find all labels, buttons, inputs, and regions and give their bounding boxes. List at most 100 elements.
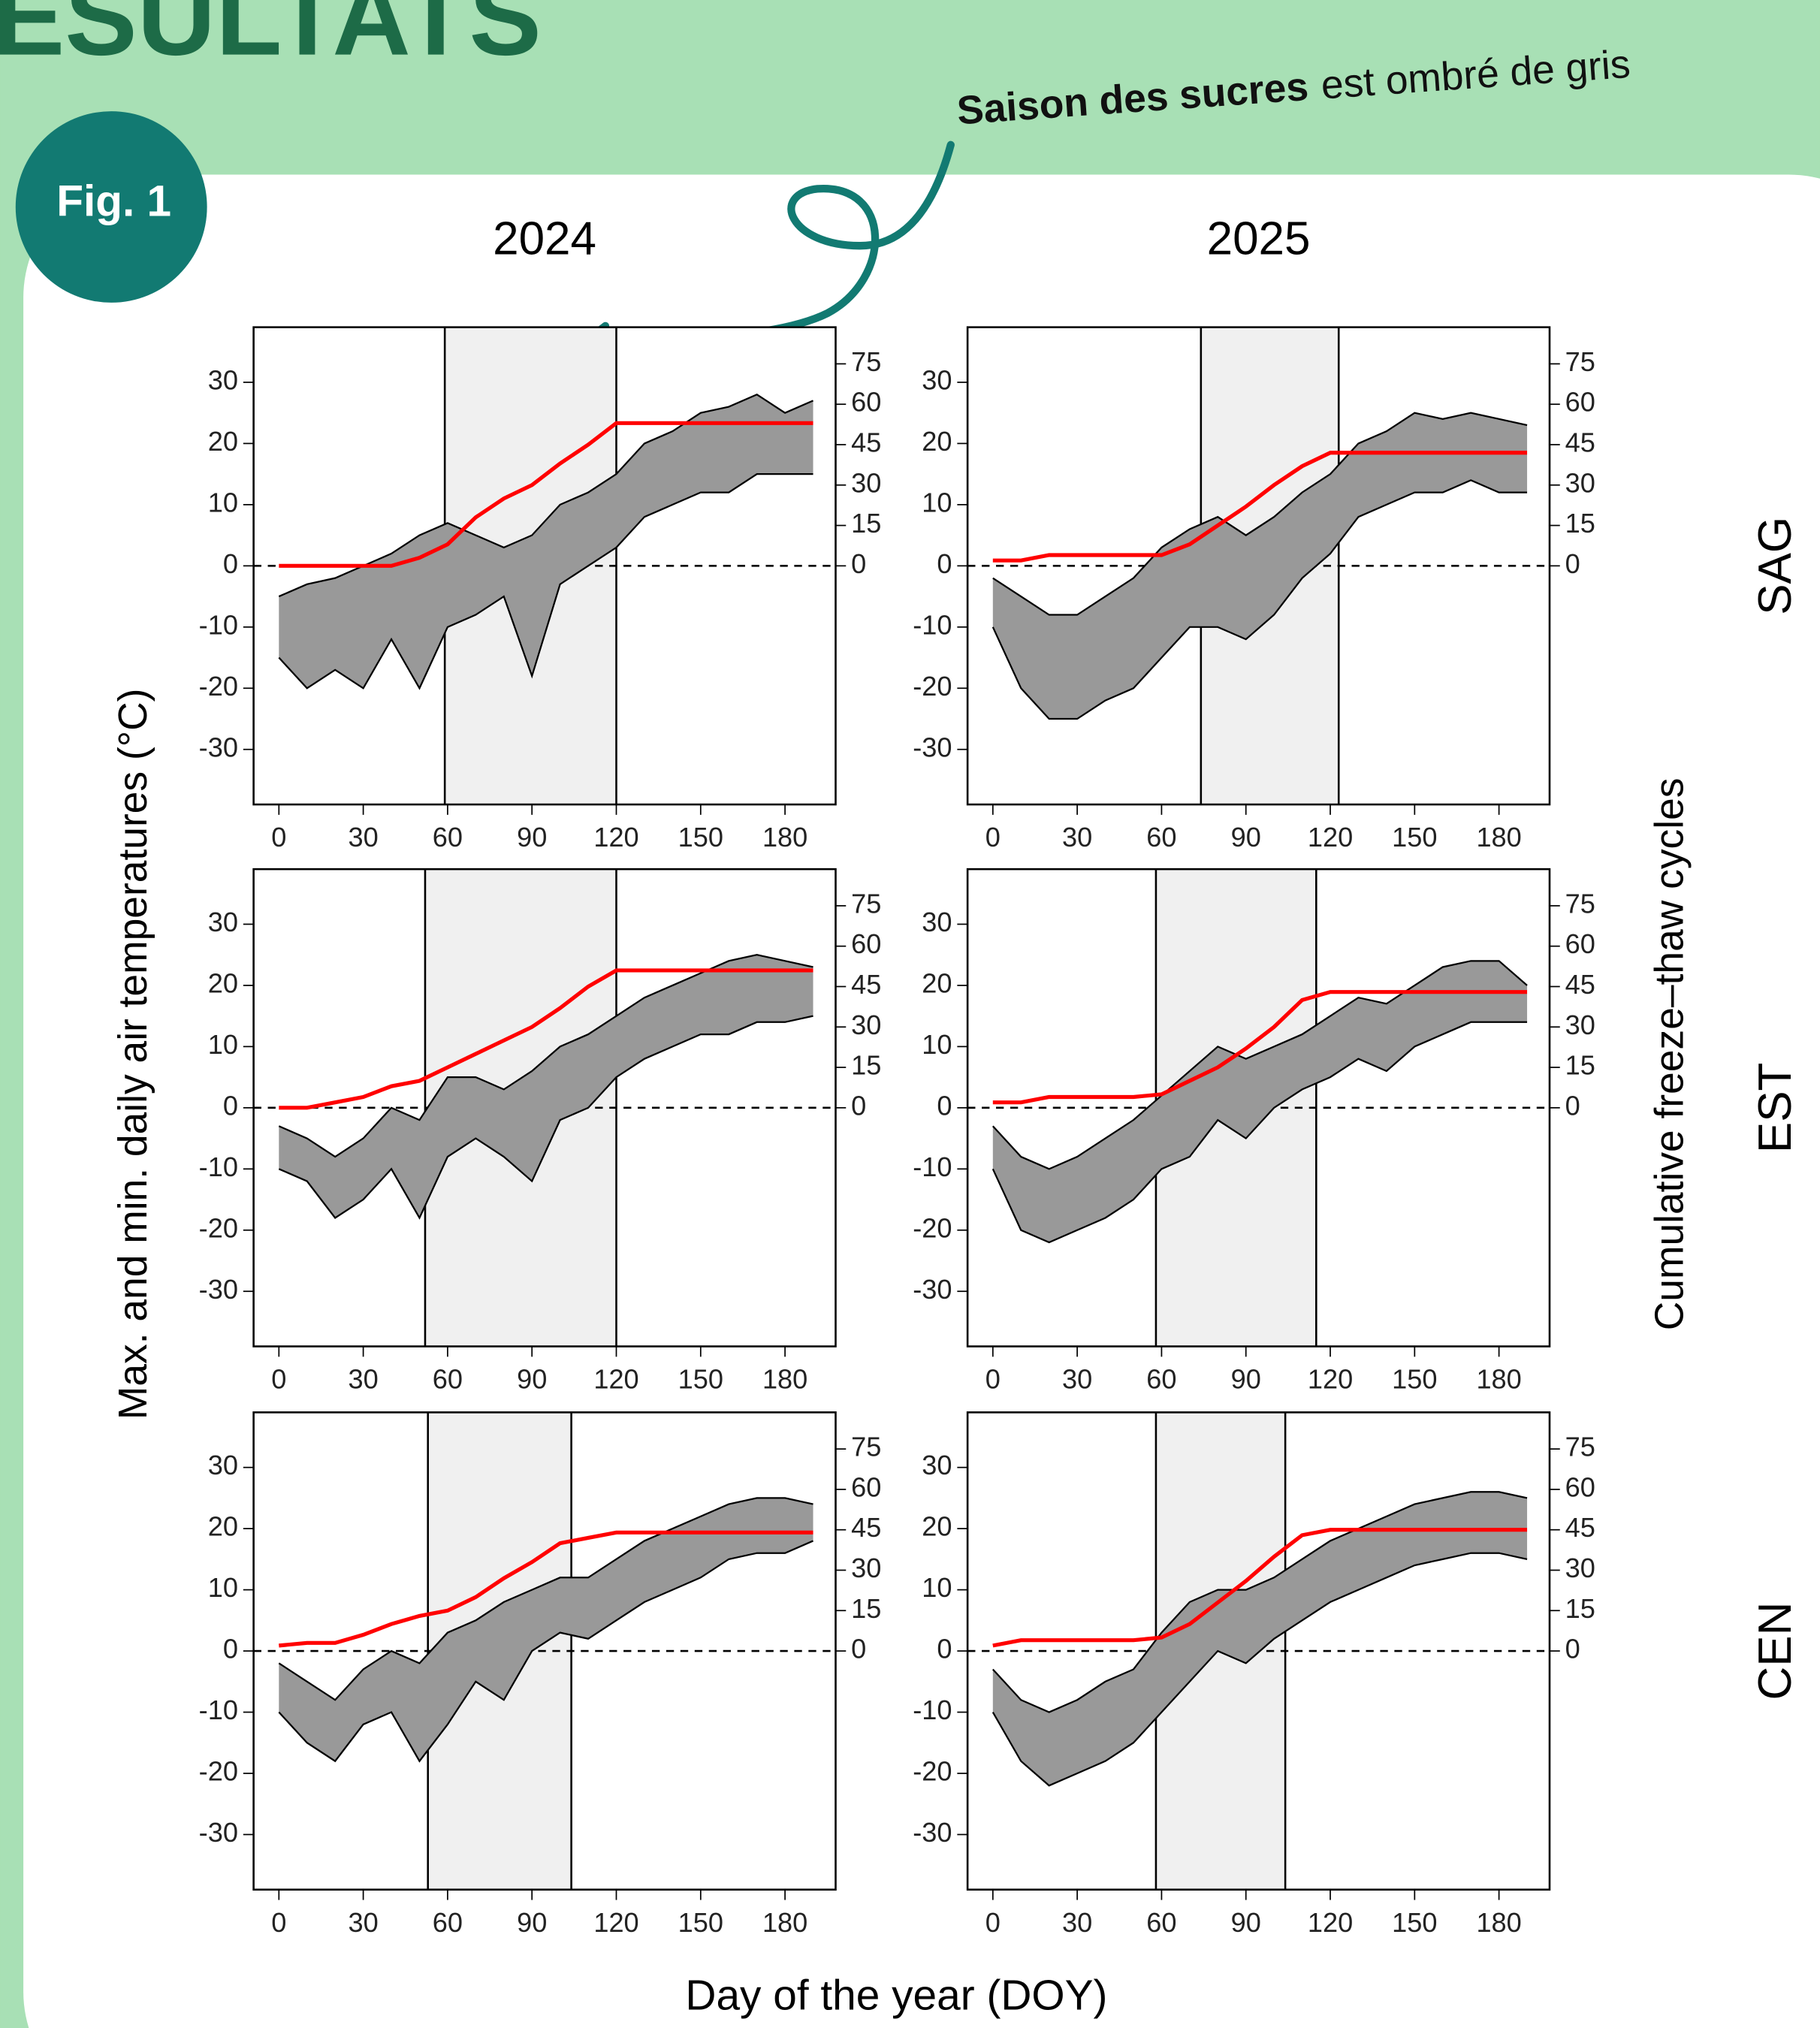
x-tick-label: 150: [1392, 1364, 1437, 1395]
y-tick-label: -20: [199, 1212, 238, 1243]
x-tick-label: 90: [517, 1907, 547, 1938]
x-tick-label: 180: [1476, 822, 1521, 853]
x-tick-label: 120: [593, 1907, 638, 1938]
y-tick-label: 0: [937, 548, 952, 579]
y2-tick-label: 0: [1565, 1090, 1580, 1121]
y-tick-label: -10: [913, 609, 952, 640]
y2-tick-label: 75: [1565, 1432, 1595, 1462]
x-tick-label: 30: [1062, 1364, 1092, 1395]
x-tick-label: 150: [1392, 822, 1437, 853]
x-tick-label: 30: [1062, 1907, 1092, 1938]
x-tick-label: 120: [593, 822, 638, 853]
y2-tick-label: 60: [1565, 1471, 1595, 1502]
y-tick-label: 30: [208, 907, 238, 937]
x-tick-label: 150: [678, 1364, 723, 1395]
x-tick-label: 180: [1476, 1907, 1521, 1938]
y2-tick-label: 45: [1565, 969, 1595, 1000]
x-tick-label: 90: [517, 1364, 547, 1395]
y2-tick-label: 30: [1565, 1553, 1595, 1583]
y2-tick-label: 60: [1565, 387, 1595, 418]
y2-tick-label: 15: [1565, 508, 1595, 539]
x-tick-label: 30: [1062, 822, 1092, 853]
x-tick-label: 180: [762, 1907, 807, 1938]
x-tick-label: 0: [985, 1907, 1001, 1938]
x-tick-label: 30: [348, 1364, 378, 1395]
x-tick-label: 180: [762, 822, 807, 853]
y2-tick-label: 15: [1565, 1593, 1595, 1624]
x-tick-label: 60: [433, 1907, 463, 1938]
y2-tick-label: 45: [1565, 1512, 1595, 1543]
y-tick-label: -10: [199, 1151, 238, 1182]
x-tick-label: 90: [1231, 1364, 1261, 1395]
x-tick-label: 120: [593, 1364, 638, 1395]
x-tick-label: 180: [762, 1364, 807, 1395]
y-tick-label: 10: [208, 487, 238, 518]
y-tick-label: 0: [937, 1090, 952, 1121]
y2-tick-label: 75: [851, 1432, 881, 1462]
x-tick-label: 30: [348, 822, 378, 853]
x-tick-label: 0: [271, 1364, 286, 1395]
x-tick-label: 120: [1308, 1364, 1353, 1395]
row-label: EST: [1749, 1063, 1801, 1154]
y2-tick-label: 45: [1565, 427, 1595, 458]
y-tick-label: 30: [208, 1450, 238, 1480]
y2-tick-label: 60: [851, 928, 881, 959]
y-tick-label: -10: [913, 1695, 952, 1725]
x-tick-label: 60: [1146, 822, 1176, 853]
y2-tick-label: 60: [851, 387, 881, 418]
y-tick-label: -20: [913, 671, 952, 702]
x-tick-label: 60: [433, 822, 463, 853]
column-title: 2024: [493, 213, 596, 264]
column-title: 2025: [1207, 213, 1311, 264]
row-label: SAG: [1749, 517, 1801, 615]
poster: ESULTATS Fig. 1 Saison des sucresest omb…: [0, 0, 1820, 2028]
x-tick-label: 150: [1392, 1907, 1437, 1938]
x-tick-label: 90: [1231, 1907, 1261, 1938]
y2-tick-label: 75: [1565, 346, 1595, 377]
x-tick-label: 0: [271, 822, 286, 853]
y-tick-label: 10: [208, 1029, 238, 1060]
y-tick-label: -30: [913, 1817, 952, 1848]
x-tick-label: 0: [985, 1364, 1001, 1395]
y2-tick-label: 0: [1565, 1634, 1580, 1664]
y-tick-label: -10: [199, 609, 238, 640]
x-tick-label: 60: [1146, 1364, 1176, 1395]
y-tick-label: -20: [913, 1212, 952, 1243]
y-tick-label: -10: [199, 1695, 238, 1725]
y2-tick-label: 75: [851, 888, 881, 919]
x-tick-label: 120: [1308, 1907, 1353, 1938]
y-tick-label: -30: [913, 1274, 952, 1305]
y-tick-label: 0: [223, 548, 238, 579]
y-tick-label: 20: [922, 1511, 952, 1542]
y-tick-label: 0: [223, 1090, 238, 1121]
x-tick-label: 30: [348, 1907, 378, 1938]
y-tick-label: 20: [208, 967, 238, 998]
y2-tick-label: 0: [1565, 548, 1580, 579]
y-tick-label: -30: [199, 1274, 238, 1305]
x-tick-label: 60: [1146, 1907, 1176, 1938]
y-tick-label: 10: [922, 1029, 952, 1060]
y-tick-label: 10: [922, 1572, 952, 1603]
y-tick-label: 10: [208, 1572, 238, 1603]
y2-tick-label: 15: [1565, 1050, 1595, 1081]
y2-tick-label: 0: [851, 1090, 866, 1121]
y-tick-label: 0: [937, 1634, 952, 1664]
y-tick-label: 20: [208, 1511, 238, 1542]
y-tick-label: 20: [922, 426, 952, 457]
x-tick-label: 0: [271, 1907, 286, 1938]
fig-label: Fig. 1: [56, 177, 171, 226]
y-tick-label: -30: [199, 1817, 238, 1848]
x-tick-label: 90: [517, 822, 547, 853]
y2-tick-label: 45: [851, 427, 881, 458]
y-tick-label: 30: [208, 365, 238, 396]
y2-tick-label: 15: [851, 1050, 881, 1081]
y-tick-label: 20: [208, 426, 238, 457]
x-tick-label: 180: [1476, 1364, 1521, 1395]
y2-tick-label: 15: [851, 1593, 881, 1624]
y2-tick-label: 30: [851, 1553, 881, 1583]
y2-tick-label: 45: [851, 969, 881, 1000]
y-tick-label: 10: [922, 487, 952, 518]
y-axis-label: Max. and min. daily air temperatures (°C…: [111, 689, 155, 1420]
x-tick-label: 0: [985, 822, 1001, 853]
y-tick-label: 30: [922, 365, 952, 396]
